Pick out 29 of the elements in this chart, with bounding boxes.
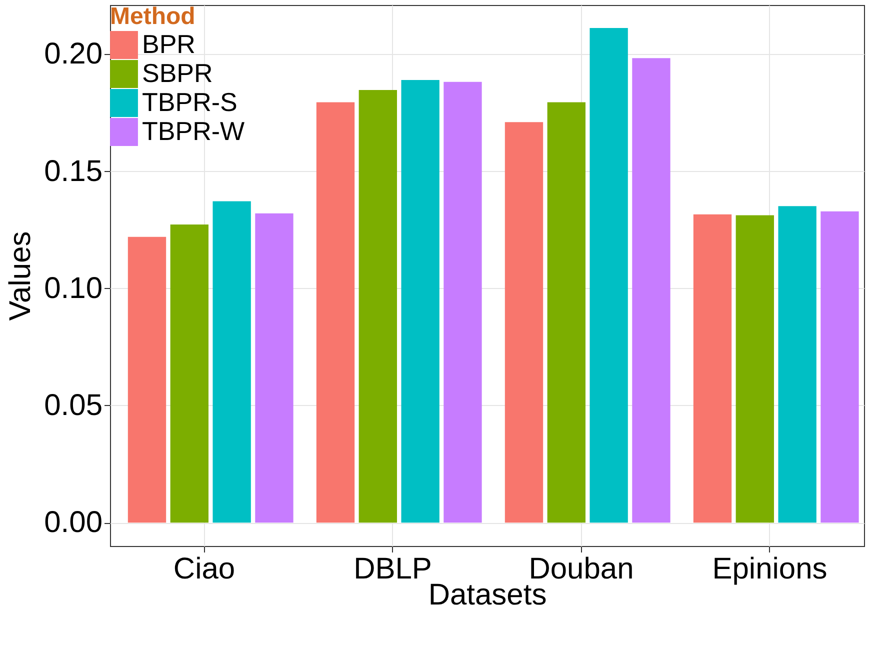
legend-label: TBPR-S bbox=[142, 87, 238, 117]
bar bbox=[778, 206, 816, 523]
bar bbox=[255, 213, 294, 523]
bar bbox=[504, 122, 544, 523]
bar bbox=[693, 214, 732, 523]
y-axis-title: Values bbox=[4, 231, 38, 321]
y-tick-label: 0.15 bbox=[44, 154, 102, 188]
y-tick-label: 0.05 bbox=[44, 388, 102, 422]
bar bbox=[547, 102, 586, 523]
x-tick-label: Ciao bbox=[173, 552, 236, 586]
bar bbox=[632, 58, 670, 523]
x-tick-label: Epinions bbox=[712, 552, 828, 586]
legend-title: Method bbox=[110, 3, 196, 30]
bar bbox=[358, 90, 397, 523]
bar bbox=[170, 224, 208, 523]
y-tick-label: 0.10 bbox=[44, 272, 102, 305]
bar bbox=[590, 28, 628, 523]
y-tick-label: 0.20 bbox=[44, 38, 102, 71]
y-tick-label: 0.00 bbox=[44, 506, 102, 540]
legend-label: SBPR bbox=[142, 58, 213, 88]
bar bbox=[401, 80, 440, 523]
legend-label: BPR bbox=[142, 29, 196, 59]
bar bbox=[444, 82, 482, 523]
legend-label: TBPR-W bbox=[142, 116, 245, 146]
bar bbox=[316, 102, 355, 523]
bar bbox=[212, 201, 251, 523]
bar bbox=[820, 211, 859, 523]
bar bbox=[736, 215, 774, 523]
bar bbox=[128, 236, 166, 523]
